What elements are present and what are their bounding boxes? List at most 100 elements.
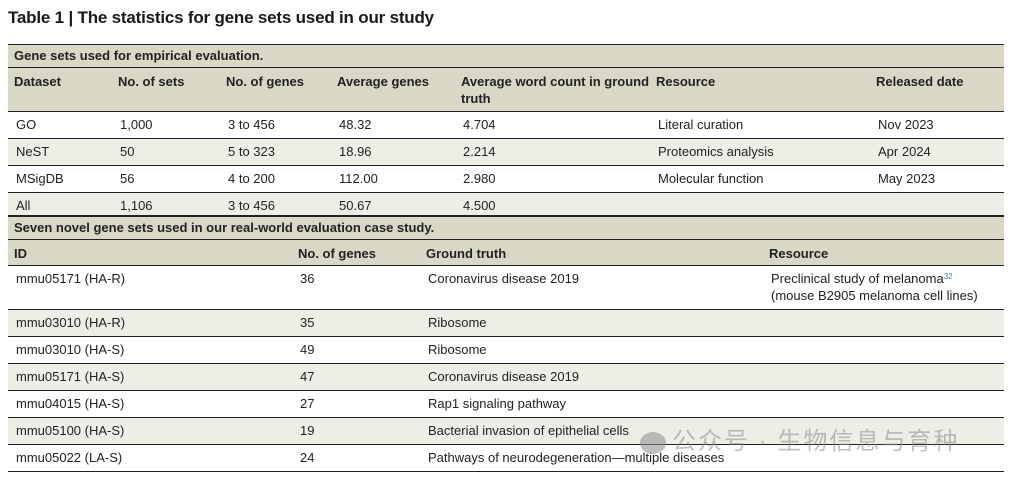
case-study-gene-sets-table: Seven novel gene sets used in our real-w…: [8, 215, 1004, 472]
cell-text: 1,106: [120, 198, 153, 213]
cell-text: 2.980: [463, 171, 496, 186]
cell-text: Literal curation: [658, 117, 744, 132]
cell-text: 2.214: [463, 144, 496, 159]
table-cell: [763, 336, 1004, 364]
cell-text: Coronavirus disease 2019: [428, 369, 580, 384]
cell-text: 50: [120, 144, 135, 159]
cell-text: Coronavirus disease 2019: [428, 271, 580, 286]
cell-text: mmu05171 (HA-R): [16, 271, 126, 286]
column-header: Resource: [650, 67, 870, 112]
cell-text: GO: [16, 117, 37, 132]
table-cell: Pathways of neurodegeneration—multiple d…: [420, 444, 763, 472]
column-header: No. of genes: [292, 239, 420, 266]
table-title: Table 1 | The statistics for gene sets u…: [8, 8, 434, 27]
table-row: GO 1,000 3 to 456 48.32 4.704 Literal curatio…: [8, 111, 1004, 139]
table-cell: [763, 309, 1004, 337]
table-cell: mmu05022 (LA-S): [8, 444, 292, 472]
cell-text: Rap1 signaling pathway: [428, 396, 567, 411]
table-cell: 4.704: [455, 111, 650, 139]
table-cell: Preclinical study of melanoma32 (mouse B2…: [763, 265, 1004, 310]
cell-text: 5 to 323: [228, 144, 275, 159]
table-row: mmu03010 (HA-S) 49 Ribosome: [8, 336, 1004, 364]
table-cell: 2.980: [455, 165, 650, 193]
column-header: Released date: [870, 67, 1004, 112]
cell-text: 36: [300, 271, 315, 286]
table-cell: mmu05100 (HA-S): [8, 417, 292, 445]
table-cell: GO: [8, 111, 112, 139]
table-cell: 4 to 200: [220, 165, 331, 193]
table-cell: 27: [292, 390, 420, 418]
table-cell: Coronavirus disease 2019: [420, 363, 763, 391]
cell-text: mmu05171 (HA-S): [16, 369, 125, 384]
cell-text: 18.96: [339, 144, 372, 159]
table-cell: Ribosome: [420, 336, 763, 364]
section-caption: Gene sets used for empirical evaluation.: [8, 44, 1004, 68]
cell-text: 50.67: [339, 198, 372, 213]
table-cell: Ribosome: [420, 309, 763, 337]
table-row: mmu05022 (LA-S) 24 Pathways of neurodegene…: [8, 444, 1004, 472]
table-cell: 24: [292, 444, 420, 472]
table-cell: Coronavirus disease 2019: [420, 265, 763, 310]
cell-text: NeST: [16, 144, 50, 159]
cell-text: 4.704: [463, 117, 496, 132]
column-header-row: ID No. of genes Ground truth Resource: [8, 239, 1004, 266]
cell-text: mmu05100 (HA-S): [16, 423, 125, 438]
cell-text: mmu05022 (LA-S): [16, 450, 123, 465]
cell-text: All: [16, 198, 31, 213]
table-cell: Molecular function: [650, 165, 870, 193]
table-cell: Apr 2024: [870, 138, 1004, 166]
table-cell: 56: [112, 165, 220, 193]
table-cell: mmu04015 (HA-S): [8, 390, 292, 418]
table-cell: [763, 417, 1004, 445]
table-cell: 3 to 456: [220, 111, 331, 139]
cell-text: Ribosome: [428, 342, 487, 357]
cell-text: 27: [300, 396, 315, 411]
table-cell: 48.32: [331, 111, 455, 139]
column-header: Dataset: [8, 67, 112, 112]
table-cell: Rap1 signaling pathway: [420, 390, 763, 418]
reference-superscript[interactable]: 32: [943, 272, 953, 281]
cell-text: Molecular function: [658, 171, 764, 186]
cell-text: 35: [300, 315, 315, 330]
cell-text: mmu04015 (HA-S): [16, 396, 125, 411]
table-row: mmu05171 (HA-R) 36 Coronavirus disease 201…: [8, 265, 1004, 310]
cell-text: 4 to 200: [228, 171, 275, 186]
cell-text: mmu03010 (HA-S): [16, 342, 125, 357]
table-cell: 5 to 323: [220, 138, 331, 166]
table-cell: 50: [112, 138, 220, 166]
table-cell: 49: [292, 336, 420, 364]
cell-text: Ribosome: [428, 315, 487, 330]
table-cell: 47: [292, 363, 420, 391]
cell-text: 3 to 456: [228, 198, 275, 213]
table-cell: 2.214: [455, 138, 650, 166]
table-cell: 36: [292, 265, 420, 310]
table-cell: May 2023: [870, 165, 1004, 193]
cell-text: 56: [120, 171, 135, 186]
empirical-gene-sets-table: Gene sets used for empirical evaluation.…: [8, 44, 1004, 220]
column-header: Ground truth: [420, 239, 763, 266]
table-cell: mmu05171 (HA-R): [8, 265, 292, 310]
cell-text: 49: [300, 342, 315, 357]
cell-text: 47: [300, 369, 315, 384]
cell-text: Proteomics analysis: [658, 144, 774, 159]
cell-text: 1,000: [120, 117, 153, 132]
column-header: Resource: [763, 239, 1004, 266]
cell-text: Nov 2023: [878, 117, 934, 132]
cell-text: Preclinical study of melanoma: [771, 271, 944, 286]
table-cell: Literal curation: [650, 111, 870, 139]
cell-text: 4.500: [463, 198, 496, 213]
cell-text: Bacterial invasion of epithelial cells: [428, 423, 629, 438]
cell-text: 3 to 456: [228, 117, 275, 132]
table-cell: [763, 390, 1004, 418]
table-cell: 1,000: [112, 111, 220, 139]
table-cell: 112.00: [331, 165, 455, 193]
table-cell: mmu03010 (HA-S): [8, 336, 292, 364]
table-row: mmu05171 (HA-S) 47 Coronavirus disease 201…: [8, 363, 1004, 391]
column-header: Average genes: [331, 67, 455, 112]
column-header: ID: [8, 239, 292, 266]
wechat-icon: [640, 431, 666, 454]
table-row: MSigDB 56 4 to 200 112.00 2.980 Molecular fun…: [8, 165, 1004, 193]
cell-text: 19: [300, 423, 315, 438]
column-header: No. of genes: [220, 67, 331, 112]
cell-text: Pathways of neurodegeneration—multiple d…: [428, 450, 725, 465]
